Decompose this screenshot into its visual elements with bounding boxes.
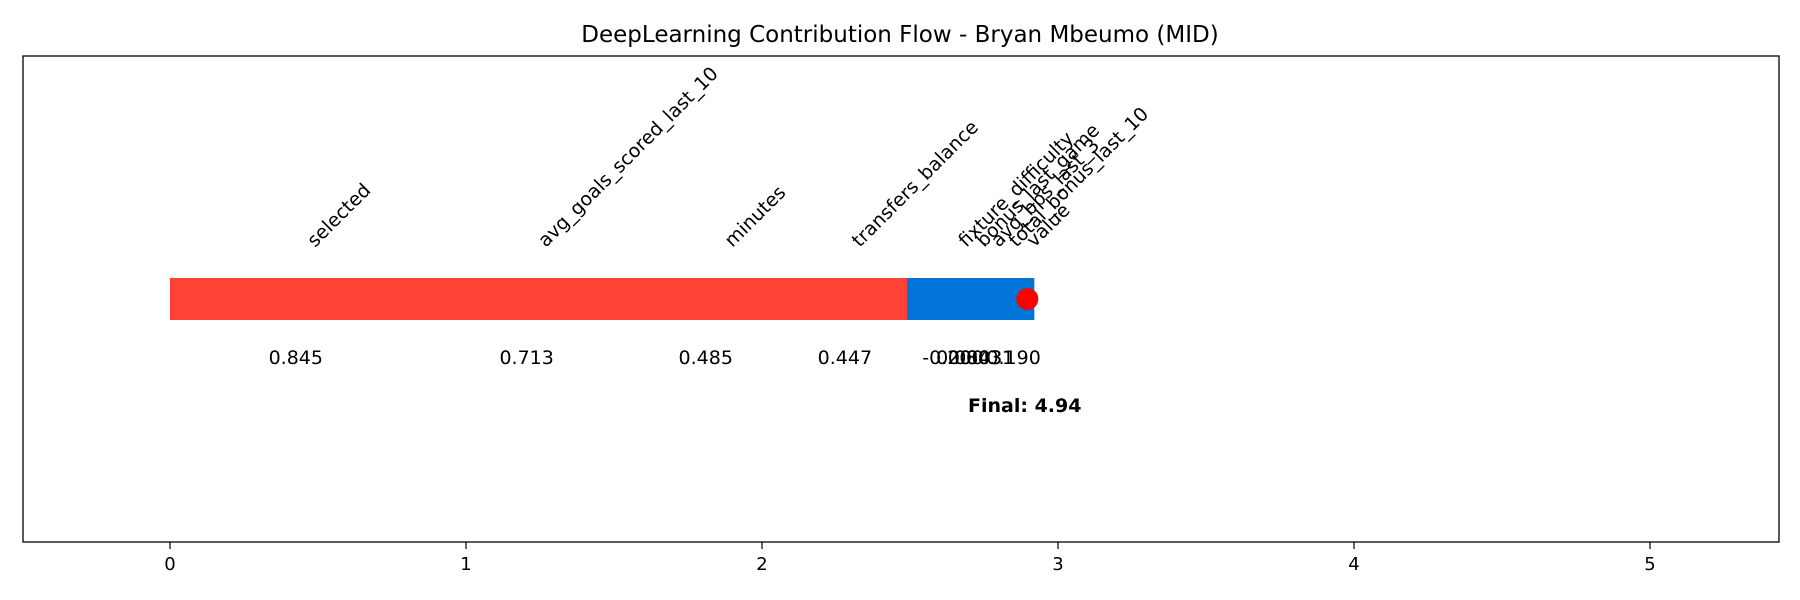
x-tick-label: 5	[1644, 554, 1655, 575]
final-label: Final: 4.94	[968, 395, 1081, 417]
final-value-marker	[1016, 288, 1039, 310]
contribution-bars	[170, 278, 1039, 320]
value-label-bonus-last-game: 0.080	[936, 347, 990, 369]
value-label-avg-bps-last-3: 0.043	[948, 347, 1002, 369]
x-tick-label: 1	[460, 554, 471, 575]
x-tick-label: 3	[1052, 554, 1063, 575]
x-tick-label: 4	[1348, 554, 1359, 575]
value-label-avg-goals-scored-last-10: 0.713	[499, 347, 553, 369]
value-labels: 0.845 0.713 0.485 0.447 -0.2000.0800.0430.03…	[269, 347, 1041, 369]
x-tick-label: 0	[164, 554, 175, 575]
feature-label-selected: selected	[303, 179, 375, 251]
value-label-minutes: 0.485	[679, 347, 733, 369]
value-label-fixture-difficulty: -0.200	[922, 347, 983, 369]
remaining-contribution-bar	[907, 278, 1035, 320]
value-label-total-bonus-last-10: 0.031	[960, 347, 1014, 369]
x-tick-label: 2	[756, 554, 767, 575]
positive-contribution-bar	[170, 278, 908, 320]
value-label-value: 0.190	[986, 347, 1040, 369]
plot-frame	[22, 55, 1780, 543]
value-label-selected: 0.845	[269, 347, 323, 369]
feature-label-avg-goals-scored-last-10: avg_goals_scored_last_10	[534, 63, 723, 252]
x-axis: 0 1 2 3 4 5	[164, 542, 1656, 575]
chart-title: DeepLearning Contribution Flow - Bryan M…	[581, 22, 1218, 48]
value-label-transfers-balance: 0.447	[818, 347, 872, 369]
feature-label-minutes: minutes	[720, 182, 790, 252]
